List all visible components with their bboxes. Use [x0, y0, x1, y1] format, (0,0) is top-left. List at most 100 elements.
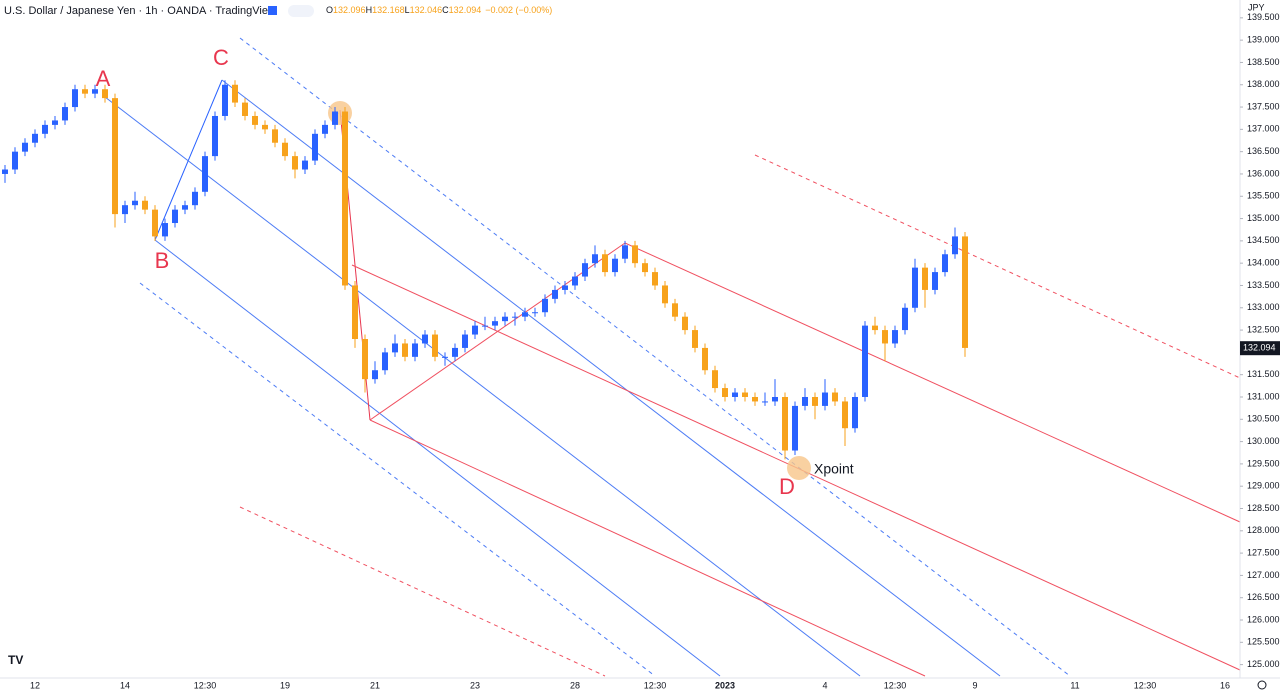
candle-body [342, 111, 348, 286]
candle-body [632, 245, 638, 264]
y-tick-label: 126.000 [1247, 614, 1280, 624]
x-tick-label: 2023 [715, 680, 735, 690]
x-tick-label: 28 [570, 680, 580, 690]
candle-body [432, 334, 438, 357]
candle-body [922, 267, 928, 290]
candle-body [72, 89, 78, 108]
candle-body [292, 156, 298, 170]
candle-body [682, 316, 688, 331]
candle-body [782, 396, 788, 451]
x-tick-label: 12 [30, 680, 40, 690]
candle-body [422, 334, 428, 344]
y-tick-label: 134.500 [1247, 235, 1280, 245]
candle-body [882, 330, 888, 344]
candle-body [892, 330, 898, 344]
header-item: 132.094 [449, 5, 482, 15]
annotation: Xpoint [814, 461, 854, 477]
y-tick-label: 127.500 [1247, 547, 1280, 557]
candle-body [2, 169, 8, 174]
settings-icon[interactable] [1257, 680, 1267, 690]
y-tick-label: 128.500 [1247, 503, 1280, 513]
channel-line [104, 96, 861, 677]
candle-body [402, 343, 408, 357]
annotation: C [213, 45, 229, 70]
x-tick-label: 12:30 [194, 680, 217, 690]
candle-body [302, 160, 308, 170]
x-tick-label: 16 [1220, 680, 1230, 690]
last-price-label: 132.094 [1243, 343, 1276, 353]
candle-body [722, 388, 728, 397]
candle-body [322, 124, 328, 134]
header-item: −0.002 (−0.00%) [485, 5, 552, 15]
candle-body [162, 223, 168, 237]
y-tick-label: 135.500 [1247, 191, 1280, 201]
candle-body [652, 272, 658, 286]
candle-body [862, 325, 868, 397]
candle-body [662, 285, 668, 304]
candle-body [142, 200, 148, 210]
x-tick-label: 14 [120, 680, 130, 690]
y-tick-label: 138.000 [1247, 79, 1280, 89]
y-tick-label: 137.000 [1247, 124, 1280, 134]
channel-line [754, 154, 1241, 379]
x-tick-label: 12:30 [1134, 680, 1157, 690]
channel-line [139, 282, 656, 677]
candle-body [252, 115, 258, 125]
highlight [787, 456, 811, 480]
highlight [328, 101, 352, 125]
candle-body [352, 285, 358, 339]
annotation: B [155, 248, 170, 273]
trend-line [154, 79, 223, 241]
candle-body [622, 245, 628, 259]
icon [288, 5, 314, 17]
header-item: C [442, 5, 449, 15]
candle-body [42, 124, 48, 134]
candle-body [392, 343, 398, 353]
y-tick-label: 136.500 [1247, 146, 1280, 156]
header-item: 132.046 [410, 5, 443, 15]
annotation: D [779, 474, 795, 499]
symbol-title: U.S. Dollar / Japanese Yen · 1h · OANDA … [4, 5, 276, 17]
candle-body [642, 263, 648, 273]
candle-body [272, 129, 278, 143]
candle-body [752, 396, 758, 402]
candle-body [62, 107, 68, 121]
y-tick-label: 131.500 [1247, 369, 1280, 379]
candle-body [932, 272, 938, 290]
x-tick-label: 9 [972, 680, 977, 690]
channel-line [239, 506, 606, 677]
candle-body [92, 89, 98, 94]
candle-body [742, 392, 748, 397]
candle-body [232, 84, 238, 103]
candle-body [222, 84, 228, 116]
candle-body [872, 325, 878, 331]
candle-body [312, 133, 318, 161]
candle-body [532, 312, 538, 314]
candle-body [332, 111, 338, 125]
candle-body [672, 303, 678, 317]
candle-body [262, 124, 268, 130]
candle-body [562, 285, 568, 290]
x-tick-label: 19 [280, 680, 290, 690]
candle-body [182, 205, 188, 210]
candle-body [382, 352, 388, 371]
candle-body [582, 263, 588, 277]
candle-body [912, 267, 918, 308]
candle-body [122, 205, 128, 215]
candle-body [572, 276, 578, 286]
candle-body [832, 392, 838, 402]
candle-body [962, 236, 968, 348]
candle-body [952, 236, 958, 255]
x-tick-label: 4 [822, 680, 827, 690]
candles [2, 80, 968, 460]
y-tick-label: 138.500 [1247, 57, 1280, 67]
candle-body [552, 289, 558, 299]
candle-body [802, 396, 808, 406]
y-tick-label: 131.000 [1247, 391, 1280, 401]
candle-body [102, 89, 108, 99]
candle-body [132, 200, 138, 206]
x-tick-label: 12:30 [644, 680, 667, 690]
header-item: H [366, 5, 373, 15]
y-tick-label: 125.000 [1247, 659, 1280, 669]
